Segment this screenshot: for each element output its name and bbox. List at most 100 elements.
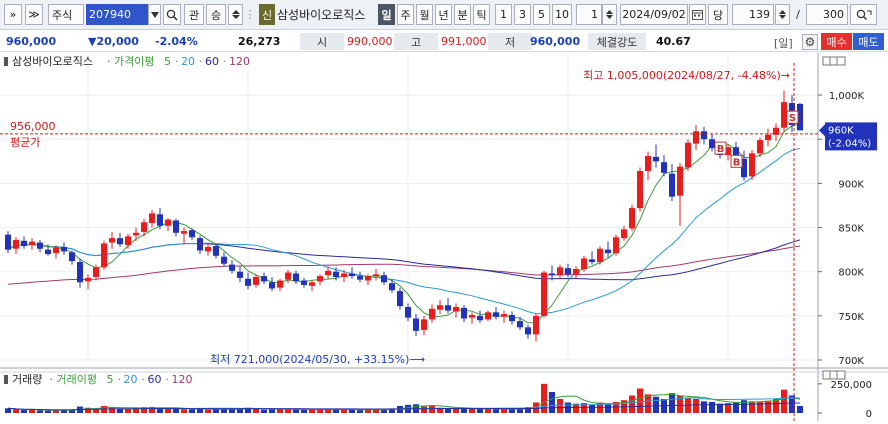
volume-bar bbox=[325, 408, 331, 413]
open-label: 시 bbox=[300, 33, 344, 50]
candle-body bbox=[93, 267, 99, 277]
price-tick-label: 900K bbox=[838, 179, 864, 190]
strength-label: 체결강도 bbox=[588, 33, 646, 50]
ma120-line bbox=[7, 245, 801, 285]
candle-body bbox=[533, 315, 539, 335]
volume-bar bbox=[509, 409, 515, 413]
count-stepper[interactable] bbox=[775, 4, 790, 25]
interval-label: 10 bbox=[555, 8, 569, 21]
volume-bar bbox=[69, 409, 75, 413]
volume-bar bbox=[21, 410, 27, 413]
code-dropdown-button[interactable] bbox=[148, 4, 161, 25]
interval-button-1[interactable]: 1 bbox=[495, 4, 512, 25]
volume-bar bbox=[573, 403, 579, 413]
interval-button-5[interactable]: 5 bbox=[533, 4, 550, 25]
calendar-button[interactable] bbox=[689, 4, 706, 25]
period-tab-day[interactable]: 일 bbox=[378, 4, 395, 25]
interval-stepper[interactable] bbox=[602, 4, 617, 25]
interval-count-input[interactable]: 1 bbox=[576, 4, 602, 25]
candle-body bbox=[157, 214, 163, 226]
scroll-stepper[interactable] bbox=[228, 4, 243, 25]
candle-body bbox=[477, 315, 483, 321]
volume-bar bbox=[749, 401, 755, 413]
stock-code-input[interactable]: 207940 bbox=[86, 4, 148, 25]
watchlist-button[interactable]: 관 bbox=[184, 4, 204, 25]
volume-bar bbox=[549, 392, 555, 413]
price-legend-ma-period: 20 bbox=[181, 55, 195, 68]
volume-bar bbox=[677, 395, 683, 413]
chart-area[interactable]: 1,000K950K900K850K800K750K700K 250,0000 … bbox=[0, 53, 888, 421]
market-label: 주식 bbox=[52, 8, 73, 22]
volume-bar bbox=[309, 409, 315, 413]
volume-bar bbox=[37, 410, 43, 413]
display-count-input[interactable]: 139 bbox=[732, 4, 774, 25]
candle-body bbox=[189, 230, 195, 238]
candle-body bbox=[213, 246, 219, 256]
candle-body bbox=[605, 249, 611, 254]
triangle-up-icon bbox=[606, 10, 613, 14]
candle-body bbox=[101, 243, 107, 268]
candle-body bbox=[365, 276, 371, 281]
sell-order-button[interactable]: 매도 bbox=[853, 33, 884, 50]
stock-name-text: 삼성바이오로직스 bbox=[277, 8, 366, 22]
price-legend-ma-sep: · bbox=[199, 55, 203, 68]
ma5-path bbox=[7, 123, 801, 324]
volume-tick-label: 250,000 bbox=[831, 380, 872, 391]
volume-bar bbox=[133, 408, 139, 413]
search-icon bbox=[166, 9, 178, 21]
volume-bar bbox=[445, 408, 451, 413]
volume-tick-label: 0 bbox=[866, 409, 872, 420]
volume-bar bbox=[117, 408, 123, 413]
volume-bar bbox=[493, 409, 499, 413]
volume-bar bbox=[253, 408, 259, 413]
candle-body bbox=[133, 232, 139, 236]
volume-bar bbox=[5, 408, 11, 413]
total-count-input[interactable]: 300 bbox=[806, 4, 848, 25]
nav-prev-icon: » bbox=[9, 8, 17, 21]
candle-body bbox=[765, 134, 771, 141]
current-button[interactable]: 당 bbox=[708, 4, 728, 25]
period-tab-month[interactable]: 월 bbox=[416, 4, 433, 25]
volume-bar bbox=[517, 408, 523, 413]
zoom-button[interactable] bbox=[850, 4, 877, 25]
toolbar: » ≫ 주식 207940 관 승 ⋮ 신 삼성바이오로직스 일 주 월 년 분… bbox=[0, 0, 888, 30]
interval-button-10[interactable]: 10 bbox=[552, 4, 572, 25]
candle-body bbox=[621, 229, 627, 239]
candle-body bbox=[445, 305, 451, 311]
price-legend-ma-sep: · bbox=[223, 55, 227, 68]
current-price-tag: 960K bbox=[828, 125, 854, 136]
price-legend-ma-period: 120 bbox=[229, 55, 250, 68]
candle-body bbox=[749, 153, 755, 177]
open-price: 990,000 bbox=[347, 35, 393, 48]
period-tab-minute[interactable]: 분 bbox=[454, 4, 471, 25]
search-button[interactable] bbox=[163, 4, 181, 25]
volume-bar bbox=[197, 408, 203, 413]
candle-body bbox=[397, 291, 403, 307]
buy-order-button[interactable]: 매수 bbox=[821, 33, 852, 50]
nav-menu-button[interactable]: ≫ bbox=[25, 4, 43, 25]
candle-body bbox=[525, 327, 531, 335]
market-select[interactable]: 주식 bbox=[48, 4, 84, 25]
price-tick-label: 800K bbox=[838, 268, 864, 279]
nav-prev-button[interactable]: » bbox=[4, 4, 22, 25]
candle-body bbox=[29, 241, 35, 246]
candle-body bbox=[693, 131, 699, 144]
settings-button[interactable]: ⚙ bbox=[802, 34, 818, 50]
signal-label: B bbox=[717, 144, 725, 155]
date-input[interactable]: 2024/09/02 bbox=[620, 4, 688, 25]
candle-body bbox=[85, 277, 91, 282]
volume-bar bbox=[637, 388, 643, 413]
price-tick-label: 750K bbox=[838, 312, 864, 323]
interval-count-text: 1 bbox=[591, 8, 598, 21]
low-price: 960,000 bbox=[530, 35, 581, 48]
period-tab-tick[interactable]: 틱 bbox=[473, 4, 490, 25]
volume-bar bbox=[629, 395, 635, 413]
interval-button-3[interactable]: 3 bbox=[514, 4, 531, 25]
volume-bar bbox=[453, 408, 459, 413]
link-button[interactable]: 승 bbox=[206, 4, 226, 25]
period-tab-year[interactable]: 년 bbox=[435, 4, 452, 25]
candle-body bbox=[405, 307, 411, 318]
high-label: 고 bbox=[394, 33, 438, 50]
candle-body bbox=[269, 282, 275, 289]
period-tab-week[interactable]: 주 bbox=[397, 4, 414, 25]
